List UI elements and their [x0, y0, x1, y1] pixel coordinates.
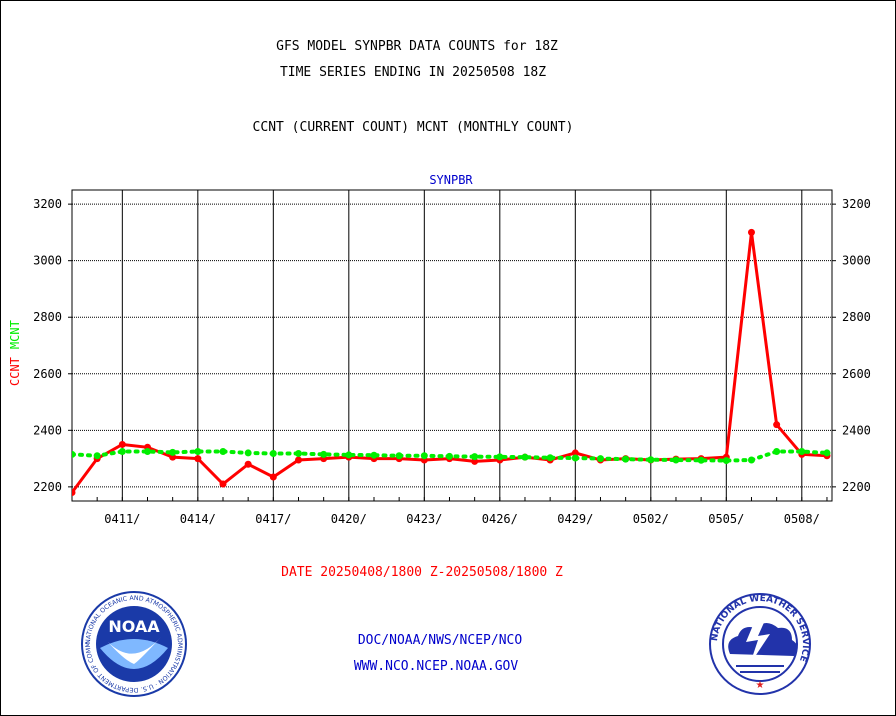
- y-tick-label: 2800: [33, 310, 62, 324]
- date-range: DATE 20250408/1800 Z-20250508/1800 Z: [281, 565, 563, 580]
- data-point-ccnt: [194, 455, 202, 463]
- data-point-mcnt: [521, 453, 529, 461]
- legend-description: CCNT (CURRENT COUNT) MCNT (MONTHLY COUNT…: [252, 120, 574, 135]
- noaa-logo: NOAA NATIONAL OCEANIC AND ATMOSPHERIC AD…: [80, 590, 187, 697]
- noaa-logo-text: NOAA: [108, 617, 160, 636]
- nws-logo: ★ NATIONAL WEATHER SERVICE: [709, 593, 811, 695]
- x-tick-label: 0420/: [331, 512, 367, 526]
- data-point-ccnt: [244, 460, 252, 468]
- y-axis-label-ccnt: CCNT: [8, 357, 22, 386]
- data-point-mcnt: [169, 448, 177, 456]
- data-point-ccnt: [219, 480, 227, 488]
- data-point-mcnt: [647, 456, 655, 464]
- data-point-mcnt: [370, 451, 378, 459]
- data-point-mcnt: [747, 456, 755, 464]
- data-point-mcnt: [194, 448, 202, 456]
- chart-title-line1: GFS MODEL SYNPBR DATA COUNTS for 18Z: [276, 39, 558, 54]
- data-point-ccnt: [269, 473, 277, 481]
- data-point-mcnt: [345, 451, 353, 459]
- y-axis-label: CCNT MCNT: [8, 320, 22, 386]
- footer-org-path: DOC/NOAA/NWS/NCEP/NCO: [357, 633, 523, 648]
- data-point-mcnt: [798, 448, 806, 456]
- y-tick-label: 3200: [33, 197, 62, 211]
- data-point-mcnt: [445, 452, 453, 460]
- data-point-mcnt: [320, 450, 328, 458]
- x-tick-label: 0411/: [104, 512, 140, 526]
- y-tick-label-right: 2200: [842, 480, 871, 494]
- y-tick-label-right: 2800: [842, 310, 871, 324]
- x-tick-label: 0417/: [255, 512, 291, 526]
- x-tick-label: 0423/: [406, 512, 442, 526]
- data-point-mcnt: [496, 453, 504, 461]
- data-point-mcnt: [118, 448, 126, 456]
- data-point-mcnt: [571, 454, 579, 462]
- x-tick-label: 0502/: [633, 512, 669, 526]
- data-point-ccnt: [294, 456, 302, 464]
- time-series-chart: 2200 2200 2400 2400 2600 2600 2800 2800 3000 3000…: [8, 173, 871, 526]
- data-point-mcnt: [471, 453, 479, 461]
- data-point-mcnt: [420, 452, 428, 460]
- y-tick-label: 2200: [33, 480, 62, 494]
- y-tick-label-right: 3000: [842, 254, 871, 268]
- y-tick-label-right: 2400: [842, 423, 871, 437]
- data-point-mcnt: [672, 456, 680, 464]
- x-tick-label: 0414/: [180, 512, 216, 526]
- x-tick-label: 0508/: [784, 512, 820, 526]
- data-point-mcnt: [93, 452, 101, 460]
- y-axis-label-mcnt: MCNT: [8, 320, 22, 349]
- x-tick-label: 0505/: [708, 512, 744, 526]
- data-point-ccnt: [773, 421, 781, 429]
- data-point-ccnt: [571, 449, 579, 457]
- x-tick-label: 0426/: [482, 512, 518, 526]
- data-point-mcnt: [622, 455, 630, 463]
- data-point-mcnt: [596, 455, 604, 463]
- data-point-mcnt: [823, 449, 831, 457]
- chart-title-line2: TIME SERIES ENDING IN 20250508 18Z: [279, 65, 547, 80]
- data-point-mcnt: [269, 450, 277, 458]
- data-point-ccnt: [118, 440, 126, 448]
- plot-area: [71, 189, 833, 502]
- data-point-mcnt: [722, 457, 730, 465]
- y-tick-label: 2600: [33, 367, 62, 381]
- data-point-mcnt: [143, 448, 151, 456]
- footer-website: WWW.NCO.NCEP.NOAA.GOV: [353, 659, 519, 674]
- y-tick-label-right: 2600: [842, 367, 871, 381]
- data-point-ccnt: [72, 489, 76, 497]
- data-point-mcnt: [219, 448, 227, 456]
- data-point-mcnt: [773, 448, 781, 456]
- plot-title: SYNPBR: [429, 173, 473, 187]
- data-point-mcnt: [546, 454, 554, 462]
- svg-text:★: ★: [756, 680, 765, 691]
- y-tick-label: 2400: [33, 423, 62, 437]
- data-point-mcnt: [244, 449, 252, 457]
- data-point-ccnt: [747, 228, 755, 236]
- data-point-mcnt: [72, 450, 76, 458]
- data-point-ccnt: [169, 453, 177, 461]
- data-point-mcnt: [697, 456, 705, 464]
- data-point-ccnt: [471, 457, 479, 465]
- y-tick-label: 3000: [33, 254, 62, 268]
- data-point-mcnt: [395, 452, 403, 460]
- y-tick-label-right: 3200: [842, 197, 871, 211]
- x-tick-label: 0429/: [557, 512, 593, 526]
- data-point-mcnt: [294, 450, 302, 458]
